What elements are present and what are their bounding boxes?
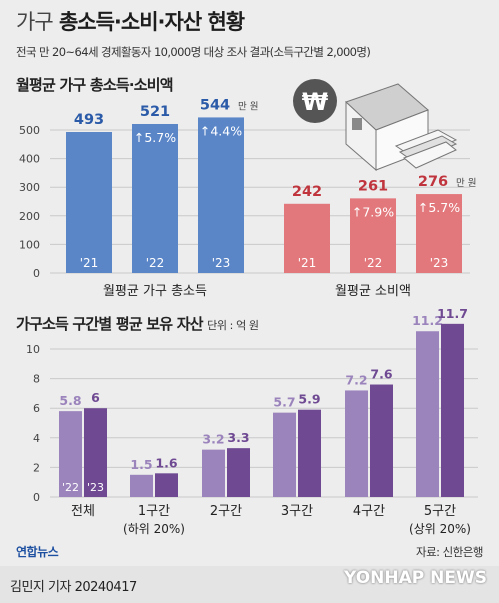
y-tick-label: 6 bbox=[33, 402, 40, 415]
bar-value-label: 6 bbox=[91, 390, 100, 405]
bar-category-label: '22 bbox=[364, 256, 383, 270]
bar bbox=[155, 473, 178, 497]
bar bbox=[416, 194, 462, 273]
bar-category-label: '23 bbox=[430, 256, 449, 270]
change-label: ↑7.9% bbox=[352, 204, 394, 219]
bar-value-label: 493 bbox=[74, 112, 104, 128]
bar-value-label: 5.8 bbox=[59, 393, 81, 408]
bar bbox=[370, 384, 393, 497]
bar-value-label: 1.5 bbox=[130, 457, 152, 472]
category-label: 3구간 bbox=[281, 504, 313, 519]
bar bbox=[273, 412, 296, 497]
y-tick-label: 200 bbox=[19, 210, 40, 223]
series-label: '22 bbox=[62, 481, 79, 494]
y-tick-label: 4 bbox=[33, 432, 40, 445]
change-label: ↑5.7% bbox=[418, 200, 460, 215]
y-tick-label: 300 bbox=[19, 181, 40, 194]
category-label: 5구간 bbox=[424, 504, 456, 519]
series-label: '23 bbox=[87, 481, 104, 494]
unit-label: 만 원 bbox=[238, 101, 259, 112]
bar bbox=[202, 449, 225, 497]
bar bbox=[198, 117, 244, 273]
yonhap-logo: 연합뉴스 bbox=[16, 545, 59, 559]
bar bbox=[59, 411, 82, 497]
author-credit: 김민지 기자 20240417 bbox=[10, 580, 137, 595]
change-label: ↑4.4% bbox=[200, 123, 242, 138]
category-label: 2구간 bbox=[210, 504, 242, 519]
section1-title: 월평균 가구 총소득·소비액 bbox=[16, 76, 174, 94]
bar bbox=[66, 132, 112, 273]
watermark: YONHAP NEWS bbox=[344, 568, 487, 588]
bar bbox=[227, 448, 250, 497]
section2-title-text: 가구소득 구간별 평균 보유 자산 bbox=[16, 315, 204, 333]
bar-value-label: 3.2 bbox=[202, 432, 224, 447]
category-sublabel: (상위 20%) bbox=[409, 522, 471, 536]
bar-value-label: 1.6 bbox=[155, 455, 177, 470]
group-label: 월평균 소비액 bbox=[335, 284, 411, 299]
category-label: 전체 bbox=[71, 504, 95, 519]
bar bbox=[350, 198, 396, 273]
group-label: 월평균 가구 총소득 bbox=[103, 284, 207, 299]
house-icon: ₩ bbox=[293, 79, 458, 172]
section2-unit: 단위 : 억 원 bbox=[207, 319, 259, 332]
bar-value-label: 7.2 bbox=[345, 372, 367, 387]
unit-label: 만 원 bbox=[456, 178, 477, 189]
change-label: ↑5.7% bbox=[134, 130, 176, 145]
bar-value-label: 3.3 bbox=[227, 430, 249, 445]
y-tick-label: 0 bbox=[33, 267, 40, 280]
section2-title: 가구소득 구간별 평균 보유 자산 단위 : 억 원 bbox=[16, 313, 259, 334]
bar-category-label: '21 bbox=[298, 256, 317, 270]
y-tick-label: 8 bbox=[33, 373, 40, 386]
bar-value-label: 7.6 bbox=[370, 367, 392, 382]
bar-value-label: 5.9 bbox=[298, 392, 320, 407]
bar bbox=[441, 323, 464, 497]
bar-value-label: 276 bbox=[418, 174, 448, 190]
bar bbox=[284, 203, 330, 273]
bar bbox=[132, 123, 178, 273]
bar bbox=[130, 474, 153, 497]
bar bbox=[84, 408, 107, 497]
bar-value-label: 521 bbox=[140, 104, 170, 120]
subtitle: 전국 만 20~64세 경제활동자 10,000명 대상 조사 결과(소득구간별… bbox=[16, 45, 371, 59]
bar-value-label: 5.7 bbox=[273, 395, 295, 410]
title-main: 총소득·소비·자산 현황 bbox=[58, 10, 245, 34]
bar-value-label: 242 bbox=[292, 184, 322, 200]
bar-value-label: 261 bbox=[358, 178, 388, 194]
y-tick-label: 500 bbox=[19, 124, 40, 137]
bar-value-label: 11.2 bbox=[412, 313, 443, 328]
bar bbox=[298, 409, 321, 497]
category-label: 4구간 bbox=[353, 504, 385, 519]
bar-value-label: 11.7 bbox=[437, 306, 468, 321]
footer-bar bbox=[0, 566, 499, 603]
title-prefix: 가구 bbox=[16, 10, 54, 34]
source-note: 자료: 신한은행 bbox=[415, 545, 484, 559]
bar-category-label: '21 bbox=[80, 256, 99, 270]
bar-value-label: 544 bbox=[200, 97, 230, 113]
bar bbox=[345, 390, 368, 497]
category-sublabel: (하위 20%) bbox=[123, 522, 185, 536]
y-tick-label: 400 bbox=[19, 153, 40, 166]
category-label: 1구간 bbox=[138, 504, 170, 519]
bar bbox=[416, 331, 439, 497]
y-tick-label: 0 bbox=[33, 491, 40, 504]
bar-category-label: '22 bbox=[146, 256, 165, 270]
y-tick-label: 2 bbox=[33, 461, 40, 474]
won-symbol: ₩ bbox=[302, 88, 329, 116]
y-tick-label: 100 bbox=[19, 238, 40, 251]
page-title: 가구 총소득·소비·자산 현황 bbox=[16, 6, 245, 36]
y-tick-label: 10 bbox=[26, 343, 40, 356]
bar-category-label: '23 bbox=[212, 256, 231, 270]
